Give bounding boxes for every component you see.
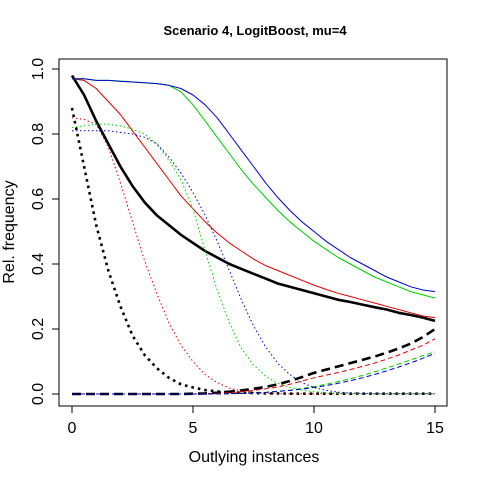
y-tick-label: 0.6 — [30, 188, 47, 210]
series-line-8 — [71, 123, 435, 395]
series-line-6 — [72, 338, 436, 395]
y-tick-label: 1.0 — [30, 58, 47, 80]
x-tick-label: 0 — [68, 420, 77, 437]
y-tick-label: 0.4 — [30, 253, 47, 275]
x-tick-label: 5 — [189, 420, 198, 437]
series-line-4 — [71, 78, 436, 319]
series-line-7 — [72, 78, 436, 299]
series-line-2 — [70, 107, 435, 396]
series-line-12 — [72, 352, 436, 395]
y-tick-label: 0.0 — [30, 383, 47, 405]
series-line-10 — [72, 78, 436, 293]
y-tick-label: 0.8 — [30, 123, 47, 145]
series-line-5 — [71, 117, 435, 395]
x-tick-label: 10 — [305, 420, 323, 437]
plot-series — [70, 74, 436, 396]
series-line-1 — [70, 74, 436, 323]
y-axis-label: Rel. frequency — [1, 180, 18, 283]
series-line-9 — [72, 351, 436, 395]
series-line-11 — [72, 130, 435, 395]
axis-ticks: 0 5 10 15 0.0 0.2 0.4 0.6 0.8 1.0 — [30, 58, 444, 437]
chart-title: Scenario 4, LogitBoost, mu=4 — [163, 23, 347, 38]
plot-frame — [58, 58, 448, 407]
y-tick-label: 0.2 — [30, 318, 47, 340]
x-tick-label: 15 — [426, 420, 444, 437]
x-axis-label: Outlying instances — [189, 449, 320, 466]
